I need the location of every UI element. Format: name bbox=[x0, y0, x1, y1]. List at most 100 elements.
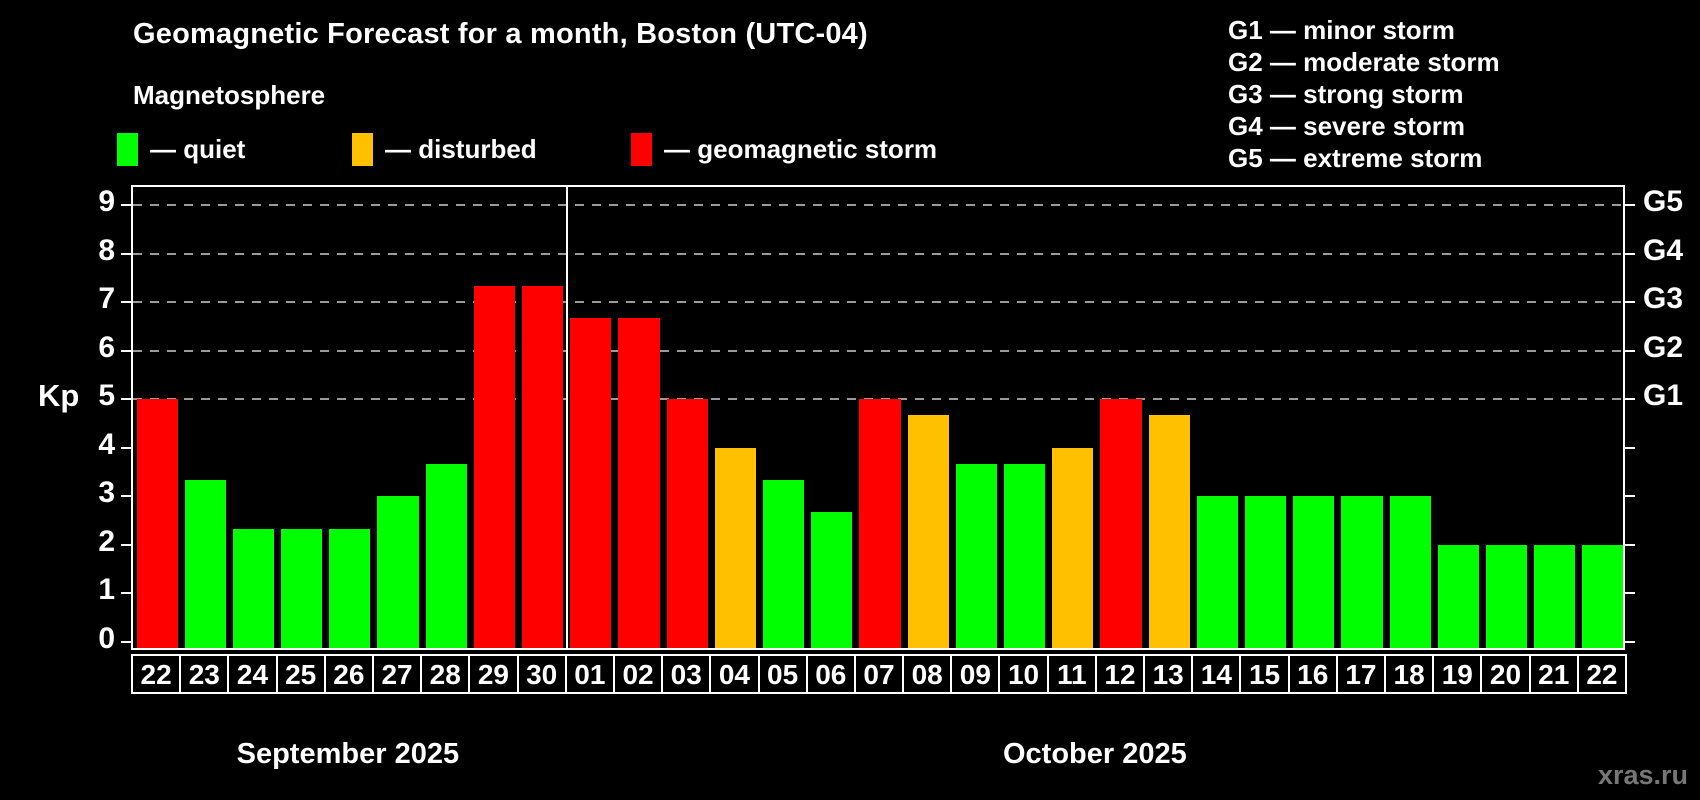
kp-bar-october-05 bbox=[763, 480, 805, 648]
right-axis-label-g5: G5 bbox=[1643, 185, 1684, 219]
kp-bar-september-23 bbox=[184, 480, 226, 648]
y-axis-label-1: 1 bbox=[98, 573, 115, 607]
left-tick-kp6 bbox=[121, 349, 131, 352]
right-axis-label-g1: G1 bbox=[1643, 379, 1684, 413]
storm-scale-legend: G1 — minor storm G2 — moderate storm G3 — … bbox=[1228, 14, 1500, 174]
date-box-october-21: 21 bbox=[1528, 654, 1579, 694]
kp-bar-september-29 bbox=[473, 286, 516, 648]
date-box-october-13: 13 bbox=[1143, 654, 1194, 694]
kp-bar-october-11 bbox=[1052, 447, 1094, 648]
left-tick-kp4 bbox=[121, 446, 131, 449]
date-box-october-01: 01 bbox=[564, 654, 615, 694]
legend-storm-label: — geomagnetic storm bbox=[664, 134, 938, 164]
page-title: Geomagnetic Forecast for a month, Boston… bbox=[133, 18, 868, 50]
kp-bar-october-03 bbox=[666, 399, 708, 648]
kp-bar-october-02 bbox=[618, 318, 660, 648]
y-axis-label-9: 9 bbox=[98, 185, 115, 219]
magnetosphere-subtitle: Magnetosphere bbox=[133, 80, 326, 110]
kp-bar-october-17 bbox=[1341, 496, 1383, 648]
date-box-september-22: 22 bbox=[131, 654, 182, 694]
right-tick-kp0 bbox=[1625, 641, 1635, 643]
y-axis-label-0: 0 bbox=[98, 622, 115, 655]
date-box-october-07: 07 bbox=[853, 654, 905, 694]
storm-color-swatch bbox=[631, 133, 652, 166]
left-tick-kp5 bbox=[121, 398, 131, 401]
plot-area bbox=[131, 185, 1625, 650]
right-tick-kp4 bbox=[1625, 446, 1635, 449]
kp-bar-october-14 bbox=[1196, 496, 1238, 648]
storm-scale-line-4: G4 — severe storm bbox=[1228, 111, 1466, 141]
date-box-october-06: 06 bbox=[805, 654, 856, 694]
date-box-september-23: 23 bbox=[179, 654, 230, 694]
storm-scale-line-3: G3 — strong storm bbox=[1228, 79, 1464, 109]
date-box-october-19: 19 bbox=[1432, 654, 1483, 694]
right-tick-kp7 bbox=[1625, 301, 1635, 304]
left-tick-kp8 bbox=[121, 252, 131, 255]
gridline-kp6 bbox=[133, 349, 1623, 352]
date-box-october-15: 15 bbox=[1239, 654, 1290, 694]
kp-bar-october-21 bbox=[1534, 544, 1576, 648]
right-tick-kp2 bbox=[1625, 543, 1635, 546]
date-box-september-30: 30 bbox=[516, 654, 567, 694]
date-box-october-05: 05 bbox=[757, 654, 808, 694]
disturbed-color-swatch bbox=[352, 133, 373, 166]
right-tick-kp3 bbox=[1625, 495, 1635, 498]
y-axis-label-5: 5 bbox=[98, 379, 115, 413]
kp-bar-october-04 bbox=[714, 447, 756, 648]
kp-bar-october-09 bbox=[955, 463, 997, 648]
date-box-october-16: 16 bbox=[1287, 654, 1338, 694]
left-tick-kp7 bbox=[121, 301, 131, 304]
legend-item-quiet: — quiet bbox=[117, 133, 245, 166]
kp-bar-october-10 bbox=[1003, 463, 1046, 648]
date-box-october-22: 22 bbox=[1576, 654, 1627, 694]
right-axis-label-g2: G2 bbox=[1643, 330, 1684, 364]
kp-bar-october-01 bbox=[570, 318, 612, 648]
kp-bar-october-20 bbox=[1485, 544, 1528, 648]
right-axis-label-g4: G4 bbox=[1643, 233, 1684, 267]
date-box-october-17: 17 bbox=[1335, 654, 1387, 694]
storm-scale-line-2: G2 — moderate storm bbox=[1228, 47, 1500, 77]
date-box-october-20: 20 bbox=[1480, 654, 1531, 694]
month-divider-line bbox=[565, 187, 568, 648]
y-axis-label-7: 7 bbox=[98, 282, 115, 316]
gridline-kp9 bbox=[133, 204, 1623, 207]
left-tick-kp0 bbox=[121, 641, 131, 643]
y-axis-title: Kp bbox=[38, 378, 80, 413]
kp-bar-october-16 bbox=[1293, 496, 1335, 648]
kp-bar-october-07 bbox=[859, 399, 901, 648]
y-axis-label-4: 4 bbox=[98, 427, 115, 461]
date-box-september-25: 25 bbox=[275, 654, 326, 694]
right-tick-kp1 bbox=[1625, 592, 1635, 595]
month-label-october: October 2025 bbox=[1002, 738, 1187, 770]
date-box-october-10: 10 bbox=[998, 654, 1049, 694]
date-box-september-24: 24 bbox=[227, 654, 278, 694]
right-tick-kp5 bbox=[1625, 398, 1635, 401]
left-tick-kp3 bbox=[121, 495, 131, 498]
kp-bar-september-28 bbox=[425, 463, 467, 648]
date-box-october-04: 04 bbox=[709, 654, 760, 694]
legend-item-storm: — geomagnetic storm bbox=[631, 133, 937, 166]
month-label-september: September 2025 bbox=[236, 738, 460, 770]
gridline-kp7 bbox=[133, 301, 1623, 304]
date-box-september-29: 29 bbox=[468, 654, 519, 694]
legend-disturbed-label: — disturbed bbox=[385, 134, 537, 164]
date-box-october-02: 02 bbox=[612, 654, 664, 694]
right-tick-kp6 bbox=[1625, 349, 1635, 352]
legend-quiet-label: — quiet bbox=[150, 134, 246, 164]
left-tick-kp1 bbox=[121, 592, 131, 595]
kp-bar-october-15 bbox=[1244, 496, 1287, 648]
y-axis-label-6: 6 bbox=[98, 330, 115, 364]
legend-item-disturbed: — disturbed bbox=[352, 133, 537, 166]
date-box-october-14: 14 bbox=[1191, 654, 1242, 694]
kp-bar-october-18 bbox=[1389, 496, 1431, 648]
date-box-october-03: 03 bbox=[661, 654, 712, 694]
kp-bar-october-06 bbox=[811, 512, 853, 648]
kp-bar-september-25 bbox=[281, 528, 323, 648]
kp-bar-october-08 bbox=[907, 415, 949, 648]
kp-bar-october-13 bbox=[1148, 415, 1190, 648]
storm-scale-line-5: G5 — extreme storm bbox=[1228, 143, 1483, 173]
right-tick-kp9 bbox=[1625, 204, 1635, 207]
date-box-september-27: 27 bbox=[371, 654, 423, 694]
storm-scale-line-1: G1 — minor storm bbox=[1228, 15, 1455, 45]
date-box-october-11: 11 bbox=[1046, 654, 1097, 694]
